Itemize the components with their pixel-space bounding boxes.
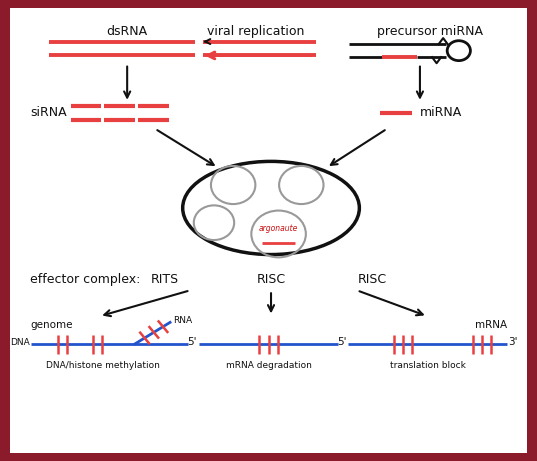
Text: RISC: RISC bbox=[257, 272, 286, 285]
Text: dsRNA: dsRNA bbox=[107, 25, 148, 38]
Text: precursor miRNA: precursor miRNA bbox=[377, 25, 483, 38]
Text: RNA: RNA bbox=[173, 316, 192, 325]
Text: argonaute: argonaute bbox=[259, 224, 298, 233]
Text: genome: genome bbox=[30, 320, 72, 330]
Text: RITS: RITS bbox=[151, 272, 179, 285]
Text: translation block: translation block bbox=[389, 361, 466, 370]
Text: viral replication: viral replication bbox=[207, 25, 304, 38]
Text: mRNA: mRNA bbox=[475, 320, 507, 330]
Text: siRNA: siRNA bbox=[30, 106, 67, 119]
Text: 5': 5' bbox=[187, 337, 197, 347]
Text: 3': 3' bbox=[508, 337, 518, 347]
Text: DNA: DNA bbox=[11, 338, 30, 347]
Text: 5': 5' bbox=[337, 337, 347, 347]
Text: miRNA: miRNA bbox=[420, 106, 462, 119]
Text: mRNA degradation: mRNA degradation bbox=[226, 361, 311, 370]
Text: effector complex:: effector complex: bbox=[30, 272, 141, 285]
Text: DNA/histone methylation: DNA/histone methylation bbox=[46, 361, 160, 370]
Text: RISC: RISC bbox=[358, 272, 387, 285]
